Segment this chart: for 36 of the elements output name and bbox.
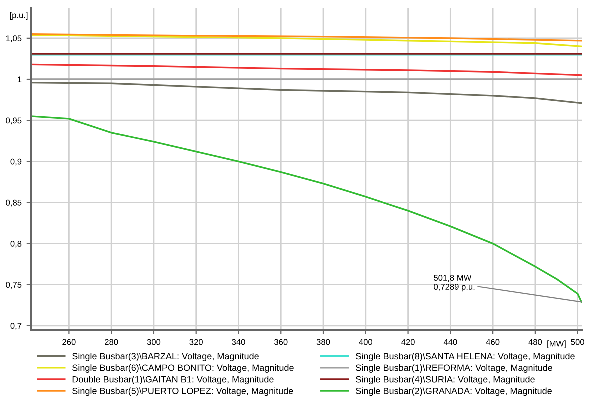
x-tick-label: 340	[232, 339, 246, 346]
legend-label: Single Busbar(5)\PUERTO LOPEZ: Voltage, Magnitude	[72, 388, 294, 396]
y-tick-label: 1	[18, 76, 22, 83]
x-tick-label: 400	[359, 339, 373, 346]
legend-label: Single Busbar(3)\BARZAL: Voltage, Magnitude	[72, 352, 259, 362]
x-tick-label: 380	[316, 339, 330, 346]
legend-label: Single Busbar(2)\GRANADA: Voltage, Magnitude	[356, 388, 552, 396]
x-tick-label: 420	[402, 339, 415, 346]
x-tick-label: 480	[528, 339, 542, 346]
annotation: 501,8 MW 0,7289 p.u.	[434, 275, 475, 292]
x-axis-title: [MW]	[548, 340, 566, 348]
legend-label: Single Busbar(1)\REFORMA: Voltage, Magnitude	[356, 364, 552, 373]
line-series	[31, 34, 582, 48]
y-tick-label: 0,7	[10, 323, 22, 330]
y-tick-label: 0,95	[6, 118, 22, 125]
legend-label: Single Busbar(6)\CAMPO BONITO: Voltage, Magnitude	[72, 364, 294, 373]
line-series	[31, 116, 582, 304]
y-tick-label: 0,9	[10, 158, 22, 166]
line-series	[31, 33, 582, 42]
legend-label: Single Busbar(4)\SURIA: Voltage, Magnitude	[356, 376, 535, 385]
x-tick-label: 260	[62, 339, 76, 346]
y-tick-label: 1,05	[6, 36, 22, 43]
legend-label: Double Busbar(1)\GAITAN B1: Voltage, Magnitude	[72, 376, 274, 385]
x-tick-label: 500	[571, 339, 584, 346]
y-axis-title: [p.u.]	[10, 12, 28, 20]
x-tick-label: 280	[105, 339, 118, 346]
legend-label: Single Busbar(8)\SANTA HELENA: Voltage, Magnitude	[356, 352, 575, 362]
y-tick-label: 0,8	[10, 240, 22, 248]
x-tick-label: 460	[486, 339, 500, 346]
x-tick-label: 440	[444, 339, 458, 346]
y-tick-label: 0,75	[6, 282, 22, 289]
x-tick-label: 360	[274, 339, 288, 346]
line-series	[31, 64, 582, 76]
y-tick-label: 0,85	[6, 200, 22, 207]
x-tick-label: 320	[190, 339, 203, 346]
x-tick-label: 300	[147, 339, 161, 346]
